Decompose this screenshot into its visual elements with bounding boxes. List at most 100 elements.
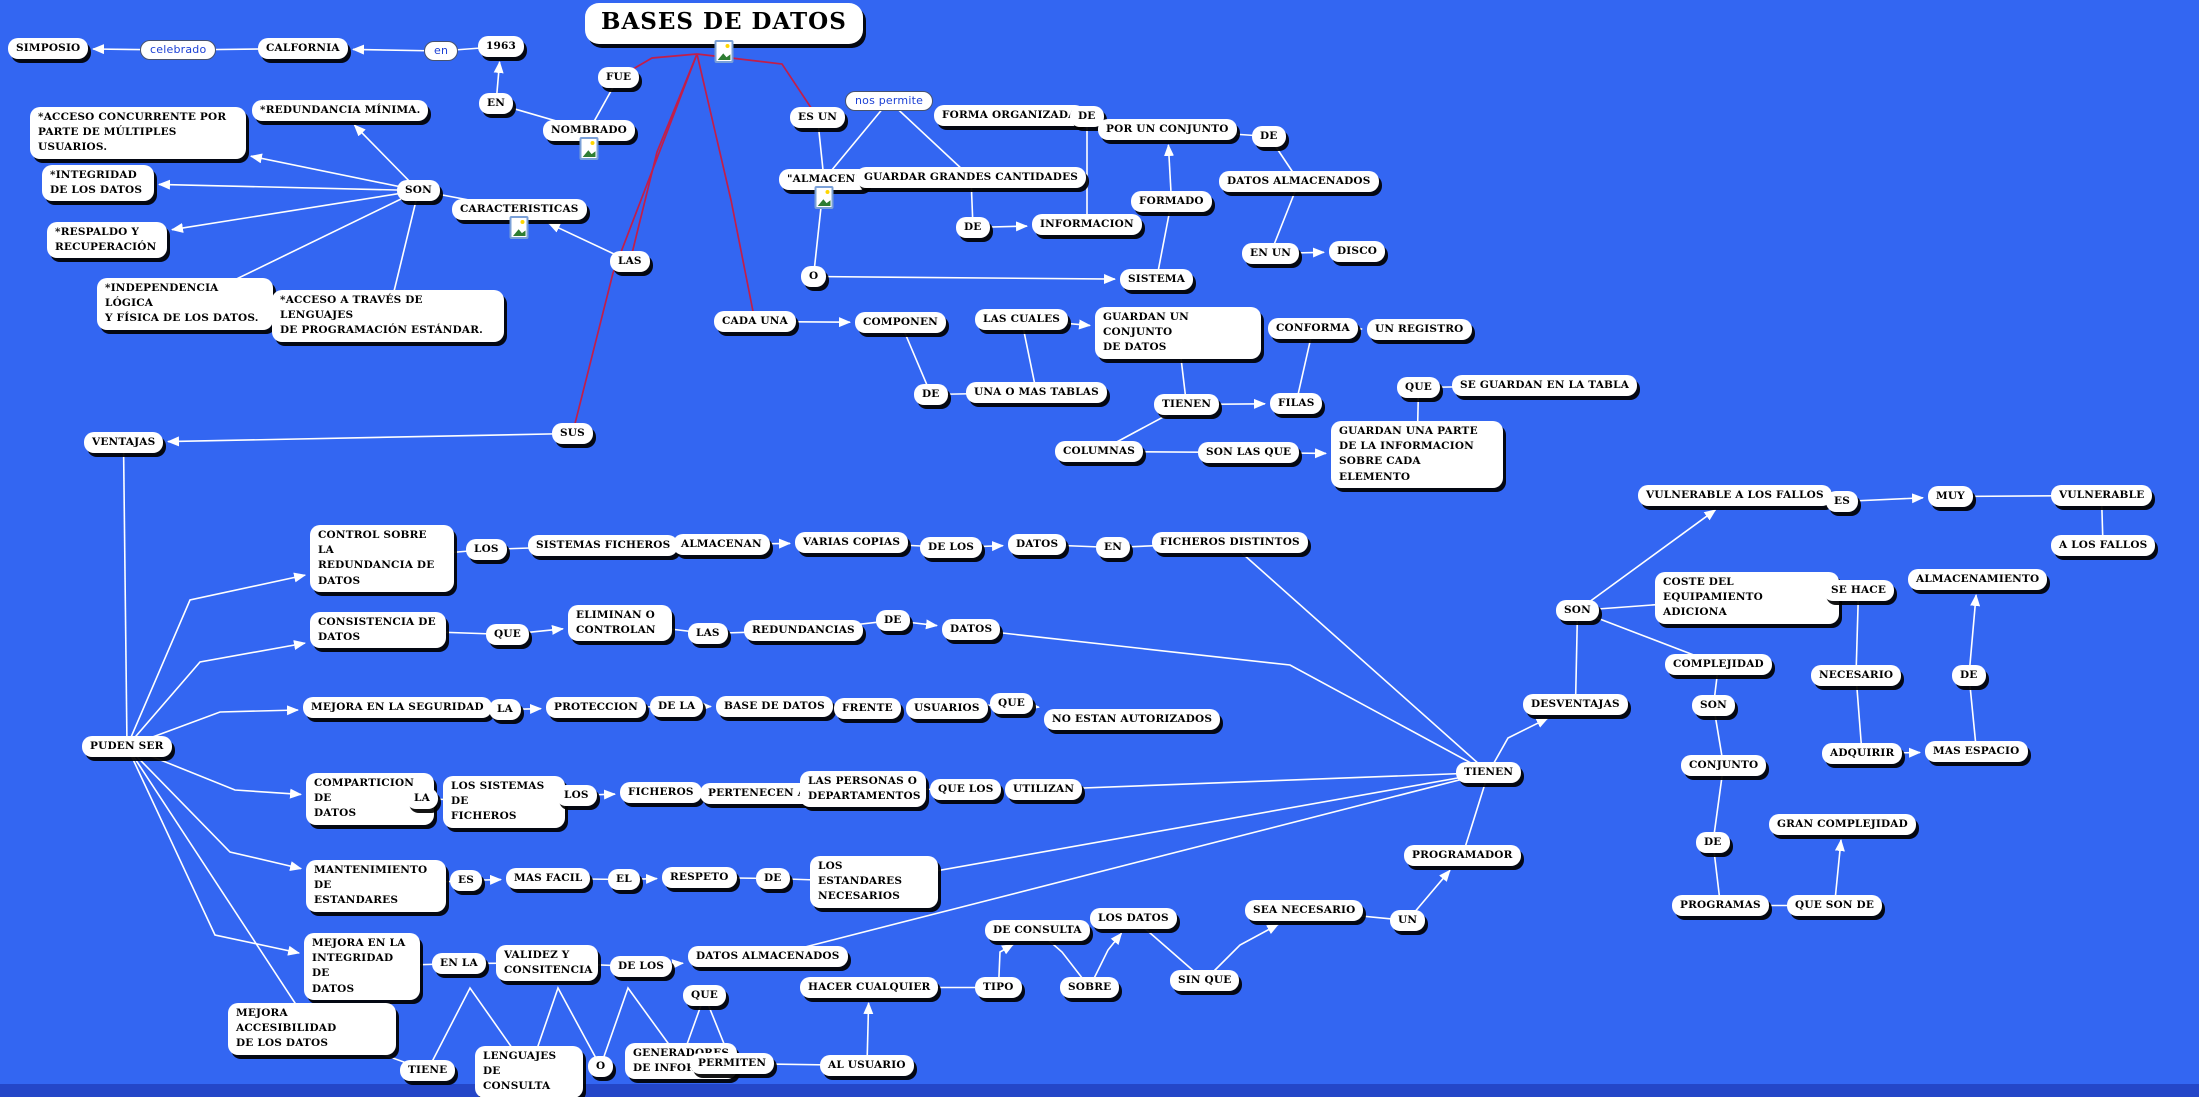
node-r1d[interactable]: ALMACENAN — [673, 534, 770, 556]
node-en_un[interactable]: EN UN — [1242, 243, 1300, 265]
node-c_redund[interactable]: *REDUNDANCIA MÍNIMA. — [252, 100, 429, 122]
node-r4h[interactable]: QUE LOS — [930, 779, 1002, 801]
node-fue[interactable]: FUE — [598, 67, 640, 89]
node-r2g[interactable]: DATOS — [942, 619, 1001, 641]
node-a_los_fallos[interactable]: A LOS FALLOS — [2051, 535, 2156, 557]
node-r7m[interactable]: LOS DATOS — [1090, 908, 1177, 930]
node-de_d[interactable]: DE — [914, 384, 948, 406]
node-c_acceso[interactable]: *ACCESO CONCURRENTE POR PARTE DE MÚLTIPL… — [30, 107, 246, 159]
node-de_r[interactable]: DE — [1952, 665, 1986, 687]
node-conforma[interactable]: CONFORMA — [1268, 318, 1358, 340]
node-r7c[interactable]: LENGUAJES DE CONSULTA — [475, 1046, 583, 1097]
node-r7l[interactable]: SOBRE — [1060, 977, 1120, 999]
node-r2a[interactable]: CONSISTENCIA DE DATOS — [310, 612, 446, 649]
node-r5d[interactable]: EL — [608, 869, 640, 891]
node-r5e[interactable]: RESPETO — [662, 867, 737, 889]
node-vulnerable[interactable]: VULNERABLE — [2051, 485, 2153, 507]
node-forma_org[interactable]: FORMA ORGANIZADA — [934, 105, 1085, 127]
node-son_las_que[interactable]: SON LAS QUE — [1198, 442, 1300, 464]
node-r6c[interactable]: VALIDEZ Y CONSITENCIA — [496, 945, 598, 982]
node-r4c[interactable]: LOS SISTEMAS DE FICHEROS — [443, 776, 565, 828]
node-r5b[interactable]: ES — [450, 870, 482, 892]
node-title[interactable]: BASES DE DATOS — [585, 3, 863, 64]
node-tienen_hub[interactable]: TIENEN — [1456, 762, 1522, 784]
node-que_son_de[interactable]: QUE SON DE — [1787, 895, 1883, 917]
node-r5a[interactable]: MANTENIMIENTO DE ESTANDARES — [306, 860, 446, 912]
node-desventajas[interactable]: DESVENTAJAS — [1523, 694, 1628, 716]
node-puden_ser[interactable]: PUDEN SER — [82, 736, 172, 758]
node-c_integ[interactable]: *INTEGRIDAD DE LOS DATOS — [42, 165, 154, 202]
node-sus[interactable]: SUS — [552, 423, 593, 445]
node-es_un[interactable]: ES UN — [790, 107, 845, 129]
node-r3e[interactable]: BASE DE DATOS — [716, 696, 833, 718]
node-r7g[interactable]: PERMITEN — [690, 1053, 775, 1075]
node-programador[interactable]: PROGRAMADOR — [1404, 845, 1521, 867]
node-es_d[interactable]: ES — [1826, 491, 1858, 513]
node-nombrado[interactable]: NOMBRADO — [543, 120, 635, 161]
node-r1h[interactable]: EN — [1096, 537, 1131, 559]
node-r6e[interactable]: DATOS ALMACENADOS — [688, 946, 848, 968]
node-r3f[interactable]: FRENTE — [834, 698, 901, 720]
node-se_guardan[interactable]: SE GUARDAN EN LA TABLA — [1452, 375, 1638, 397]
node-a1963[interactable]: 1963 — [478, 36, 525, 58]
node-r1i[interactable]: FICHEROS DISTINTOS — [1152, 532, 1308, 554]
node-r7p[interactable]: UN — [1390, 910, 1426, 932]
node-caracteristicas[interactable]: CARACTERISTICAS — [452, 199, 587, 240]
image-icon[interactable] — [579, 137, 599, 161]
node-r7j[interactable]: TIPO — [975, 977, 1022, 999]
node-r7a[interactable]: MEJORA ACCESIBILIDAD DE LOS DATOS — [228, 1003, 396, 1055]
node-r7n[interactable]: SIN QUE — [1170, 970, 1240, 992]
node-ventajas[interactable]: VENTAJAS — [84, 432, 164, 454]
node-r3i[interactable]: NO ESTAN AUTORIZADOS — [1044, 709, 1221, 731]
node-simposio[interactable]: SIMPOSIO — [8, 38, 89, 60]
node-cada_una[interactable]: CADA UNA — [714, 311, 796, 333]
node-r1f[interactable]: DE LOS — [920, 537, 983, 559]
node-de_br[interactable]: DE — [1696, 832, 1730, 854]
node-que_a[interactable]: QUE — [1397, 377, 1440, 399]
node-celebrado[interactable]: celebrado — [140, 40, 217, 60]
node-formado[interactable]: FORMADO — [1131, 191, 1212, 213]
node-r7i[interactable]: HACER CUALQUIER — [800, 977, 939, 999]
node-las_cuales[interactable]: LAS CUALES — [975, 309, 1069, 331]
node-componen[interactable]: COMPONEN — [855, 312, 946, 334]
node-r1c[interactable]: SISTEMAS FICHEROS — [528, 535, 679, 557]
image-icon[interactable] — [714, 40, 734, 64]
node-c_indep[interactable]: *INDEPENDENCIA LÓGICA Y FÍSICA DE LOS DA… — [97, 278, 273, 330]
node-mas_espacio[interactable]: MAS ESPACIO — [1925, 741, 2028, 763]
node-c_lenguajes[interactable]: *ACCESO A TRAVÉS DE LENGUAJES DE PROGRAM… — [272, 290, 504, 342]
node-muy[interactable]: MUY — [1928, 486, 1973, 508]
node-r1b[interactable]: LOS — [466, 539, 507, 561]
node-r4e[interactable]: FICHEROS — [620, 782, 702, 804]
node-filas[interactable]: FILAS — [1270, 393, 1323, 415]
node-son_hub[interactable]: SON — [1556, 600, 1599, 622]
node-de_c[interactable]: DE — [956, 217, 990, 239]
node-las[interactable]: LAS — [610, 251, 650, 273]
node-nos_permite[interactable]: nos permite — [845, 91, 934, 111]
node-r5f[interactable]: DE — [756, 868, 790, 890]
node-r4b[interactable]: LA — [406, 788, 438, 810]
node-son_small[interactable]: SON — [1692, 695, 1735, 717]
node-gran_complejidad[interactable]: GRAN COMPLEJIDAD — [1769, 814, 1916, 836]
node-en2[interactable]: EN — [479, 93, 514, 115]
node-vulnerable_fallos[interactable]: VULNERABLE A LOS FALLOS — [1638, 485, 1832, 507]
node-necesario[interactable]: NECESARIO — [1811, 665, 1902, 687]
node-r6b[interactable]: EN LA — [432, 953, 486, 975]
node-r1a[interactable]: CONTROL SOBRE LA REDUNDANCIA DE DATOS — [310, 525, 454, 592]
node-r5c[interactable]: MAS FACIL — [506, 868, 591, 890]
node-calfornia[interactable]: CALFORNIA — [258, 38, 348, 60]
node-r7o[interactable]: SEA NECESARIO — [1245, 900, 1364, 922]
node-en_oval[interactable]: en — [424, 41, 459, 61]
node-r3b[interactable]: LA — [489, 699, 521, 721]
node-c_respaldo[interactable]: *RESPALDO Y RECUPERACIÓN — [47, 222, 167, 259]
node-r3c[interactable]: PROTECCION — [546, 697, 646, 719]
node-o_a[interactable]: O — [801, 266, 827, 288]
node-r5g[interactable]: LOS ESTANDARES NECESARIOS — [810, 856, 938, 908]
node-r3h[interactable]: QUE — [990, 693, 1033, 715]
node-r2c[interactable]: ELIMINAN O CONTROLAN — [568, 605, 672, 642]
node-almacen[interactable]: "ALMACEN" — [779, 169, 869, 210]
node-tablas[interactable]: UNA O MAS TABLAS — [966, 382, 1107, 404]
node-r1g[interactable]: DATOS — [1008, 534, 1067, 556]
node-r6d[interactable]: DE LOS — [610, 956, 673, 978]
node-de_b[interactable]: DE — [1252, 126, 1286, 148]
node-r3g[interactable]: USUARIOS — [906, 698, 988, 720]
